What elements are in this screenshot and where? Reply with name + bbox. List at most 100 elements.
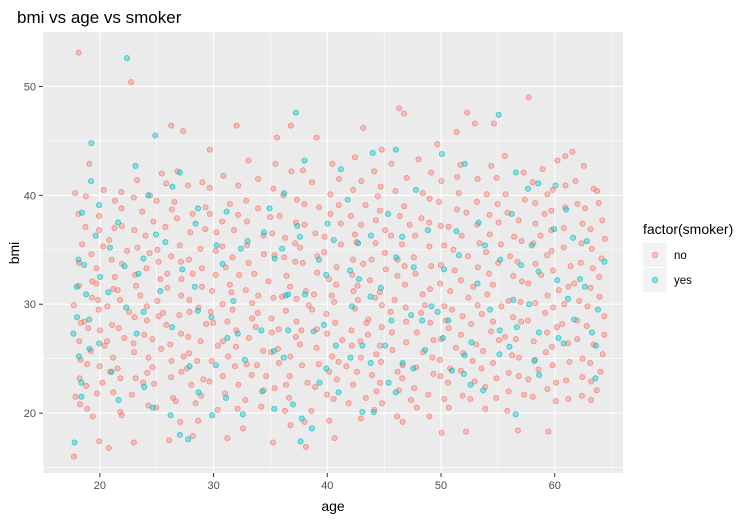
data-point-no: [222, 390, 229, 397]
data-point-yes: [108, 368, 115, 375]
data-point-yes: [192, 220, 199, 227]
data-point-no: [242, 397, 249, 404]
data-point-no: [134, 244, 141, 251]
data-point-yes: [115, 397, 122, 404]
data-point-no: [235, 381, 242, 388]
data-point-no: [219, 373, 226, 380]
data-point-no: [495, 259, 502, 266]
data-point-no: [154, 297, 161, 304]
data-point-yes: [310, 328, 317, 335]
data-point-no: [164, 284, 171, 291]
data-point-no: [403, 318, 410, 325]
data-point-no: [430, 337, 437, 344]
data-point-yes: [495, 111, 502, 118]
data-point-yes: [96, 340, 103, 347]
data-point-yes: [83, 291, 90, 298]
data-point-no: [149, 364, 156, 371]
data-point-yes: [508, 210, 515, 217]
data-point-no: [554, 157, 561, 164]
data-point-no: [229, 306, 236, 313]
data-point-no: [353, 368, 360, 375]
data-point-no: [229, 254, 236, 261]
data-point-yes: [518, 262, 525, 269]
data-point-no: [350, 256, 357, 263]
data-point-no: [335, 175, 342, 182]
data-point-no: [206, 184, 213, 191]
data-point-no: [560, 224, 567, 231]
data-point-no: [96, 438, 103, 445]
data-point-no: [293, 196, 300, 203]
data-point-no: [402, 304, 409, 311]
data-point-no: [545, 428, 552, 435]
data-point-no: [186, 296, 193, 303]
data-point-no: [420, 349, 427, 356]
data-point-no: [121, 334, 128, 341]
data-point-no: [599, 351, 606, 358]
data-point-yes: [552, 182, 559, 189]
data-point-no: [419, 291, 426, 298]
data-point-no: [149, 336, 156, 343]
data-point-no: [351, 154, 358, 161]
data-point-yes: [92, 232, 99, 239]
data-point-yes: [369, 149, 376, 156]
data-point-no: [140, 379, 147, 386]
data-point-no: [270, 185, 277, 192]
data-point-yes: [86, 316, 93, 323]
data-point-no: [525, 376, 532, 383]
data-point-no: [153, 197, 160, 204]
data-point-yes: [75, 256, 82, 263]
data-point-no: [542, 309, 549, 316]
data-point-no: [597, 368, 604, 375]
data-point-no: [388, 160, 395, 167]
data-point-yes: [449, 367, 456, 374]
data-point-no: [131, 314, 138, 321]
data-point-yes: [601, 258, 608, 265]
data-point-no: [255, 292, 262, 299]
data-point-no: [321, 233, 328, 240]
data-point-yes: [294, 222, 301, 229]
data-point-no: [363, 319, 370, 326]
data-point-no: [520, 169, 527, 176]
x-tick-label: 30: [207, 480, 219, 492]
data-point-no: [76, 338, 83, 345]
x-tick-label: 60: [549, 480, 561, 492]
data-point-no: [89, 413, 96, 420]
data-point-no: [509, 352, 516, 359]
data-point-no: [382, 266, 389, 273]
data-point-no: [493, 375, 500, 382]
data-point-yes: [393, 254, 400, 261]
y-tick-label: 20: [24, 408, 36, 420]
data-point-no: [245, 259, 252, 266]
data-point-no: [184, 182, 191, 189]
data-point-no: [412, 232, 419, 239]
data-point-no: [350, 186, 357, 193]
data-point-no: [438, 429, 445, 436]
data-point-no: [286, 373, 293, 380]
data-point-no: [299, 167, 306, 174]
data-point-no: [255, 205, 262, 212]
data-point-yes: [480, 387, 487, 394]
data-point-no: [401, 110, 408, 117]
data-point-yes: [461, 352, 468, 359]
data-point-no: [548, 247, 555, 254]
data-point-yes: [169, 183, 176, 190]
data-point-yes: [560, 340, 567, 347]
data-point-yes: [422, 346, 429, 353]
data-point-no: [350, 381, 357, 388]
data-point-no: [240, 425, 247, 432]
data-point-no: [495, 219, 502, 226]
data-point-no: [299, 362, 306, 369]
data-point-yes: [271, 255, 278, 262]
data-point-no: [490, 360, 497, 367]
data-point-no: [507, 253, 514, 260]
data-point-no: [249, 300, 256, 307]
data-point-no: [324, 330, 331, 337]
x-tick-label: 40: [321, 480, 333, 492]
data-point-no: [194, 357, 201, 364]
data-point-no: [458, 232, 465, 239]
data-point-no: [501, 153, 508, 160]
data-point-no: [582, 205, 589, 212]
data-point-no: [297, 244, 304, 251]
data-point-no: [203, 320, 210, 327]
data-point-no: [348, 342, 355, 349]
